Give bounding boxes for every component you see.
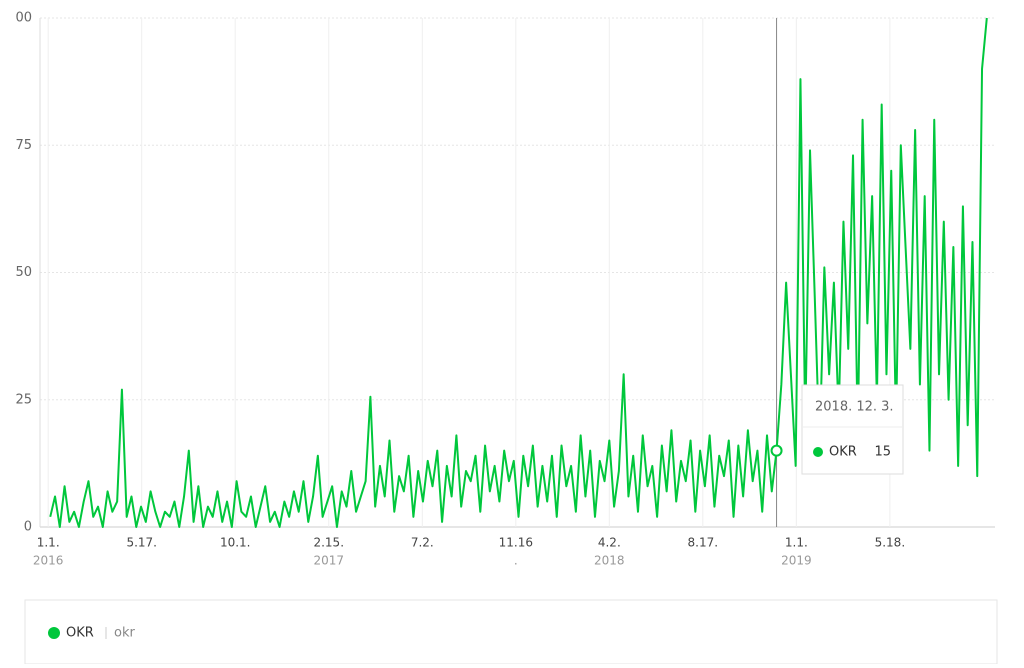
tooltip-dot [813, 447, 823, 457]
x-tick-label: 11.16 [499, 536, 533, 550]
data-line [49, 17, 988, 528]
x-tick-label: 5.18. [875, 536, 906, 550]
y-tick-label: 00 [15, 11, 32, 26]
y-tick-label: 25 [15, 392, 32, 407]
x-tick-label: 5.17. [126, 536, 157, 550]
x-tick-label: 4.2. [598, 536, 621, 550]
tooltip-box [801, 384, 904, 475]
legend-box [24, 599, 998, 665]
x-year-label: 2018 [594, 554, 625, 568]
x-year-label: 2016 [33, 554, 64, 568]
tooltip-date: 2018. 12. 3. [815, 400, 894, 415]
x-tick-label: 2.15. [313, 536, 344, 550]
y-tick-label: 75 [15, 138, 32, 153]
legend-dot [48, 627, 60, 639]
legend-sub: okr [114, 626, 135, 641]
x-year-label: . [514, 554, 518, 568]
x-tick-label: 1.1. [785, 536, 808, 550]
x-year-label: 2017 [313, 554, 344, 568]
x-year-label: 2019 [781, 554, 812, 568]
hover-point [770, 444, 783, 457]
x-tick-label: 10.1. [220, 536, 251, 550]
tooltip-value: 15 [874, 445, 891, 460]
legend-name: OKR [66, 626, 94, 641]
tooltip-series: OKR [829, 445, 857, 460]
x-tick-label: 1.1. [37, 536, 60, 550]
x-tick-label: 7.2. [411, 536, 434, 550]
y-tick-label: 0 [24, 520, 32, 535]
y-tick-label: 50 [15, 265, 32, 280]
x-tick-label: 8.17. [688, 536, 719, 550]
